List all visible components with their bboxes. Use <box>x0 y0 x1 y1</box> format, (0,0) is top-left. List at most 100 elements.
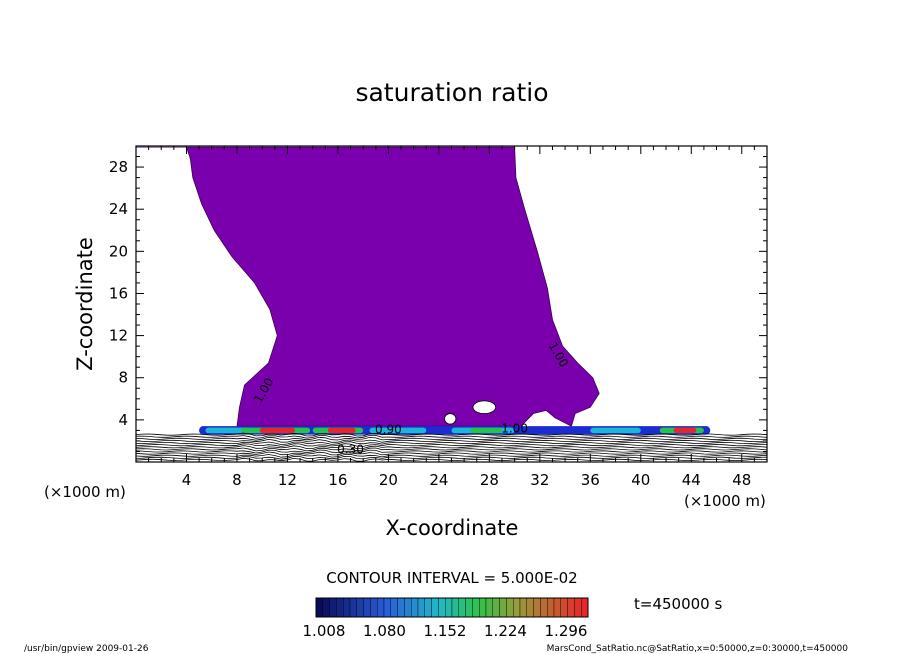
y-tick-label-20: 20 <box>109 242 128 260</box>
surface-contour-4 <box>136 441 767 446</box>
contour-interval-text: CONTOUR INTERVAL = 5.000E-02 <box>326 569 577 587</box>
y-axis-ticks: 4 8 12 16 20 24 28 <box>109 156 767 452</box>
surface-contour-6 <box>136 445 767 450</box>
plume-holes <box>444 400 497 425</box>
colorbar-cell-24 <box>479 597 487 618</box>
x-tick-label-44: 44 <box>682 471 701 489</box>
colorbar-cell-1 <box>322 597 330 618</box>
x-tick-label-20: 20 <box>379 471 398 489</box>
colorbar-cell-25 <box>485 597 494 618</box>
x-tick-label-40: 40 <box>631 471 650 489</box>
y-axis-label: Z-coordinate <box>73 237 97 371</box>
colorbar-cell-32 <box>533 597 541 618</box>
colorbar-cell-26 <box>492 597 500 618</box>
surface-contour-5 <box>136 443 767 447</box>
y-tick-label-8: 8 <box>118 369 128 387</box>
colorbar-cell-18 <box>438 597 446 618</box>
colorbar-cell-12 <box>397 597 405 618</box>
colorbar-cell-3 <box>336 597 344 618</box>
y-tick-label-16: 16 <box>109 284 128 302</box>
plume-region <box>136 146 600 427</box>
band-blob-7 <box>470 427 502 434</box>
surface-contour-0 <box>136 432 767 437</box>
x-tick-label-8: 8 <box>232 471 242 489</box>
colorbar-label-1: 1.080 <box>363 622 406 640</box>
colorbar-cell-19 <box>445 597 453 618</box>
colorbar-cell-37 <box>567 597 575 618</box>
colorbar-cell-0 <box>315 597 324 618</box>
colorbar-label-4: 1.296 <box>545 622 588 640</box>
y-tick-label-4: 4 <box>118 411 128 429</box>
surface-contour-9 <box>136 451 767 456</box>
chart-title: saturation ratio <box>355 78 548 107</box>
colorbar-cell-5 <box>349 597 358 618</box>
surface-contour-3 <box>136 438 767 443</box>
x-tick-label-36: 36 <box>581 471 600 489</box>
x-axis-ticks: 4 8 12 16 20 24 28 32 36 40 44 48 <box>148 146 755 489</box>
colorbar-cell-7 <box>363 597 371 618</box>
band-blob-0 <box>205 427 250 434</box>
colorbar-cell-39 <box>581 597 589 618</box>
colorbar <box>315 597 589 618</box>
colorbar-cell-14 <box>411 597 419 618</box>
colorbar-cell-27 <box>499 597 507 618</box>
x-tick-label-48: 48 <box>732 471 751 489</box>
y-tick-label-12: 12 <box>109 327 128 345</box>
colorbar-cell-16 <box>424 597 432 618</box>
surface-contour-lines <box>136 432 767 462</box>
colorbar-label-3: 1.224 <box>484 622 527 640</box>
surface-contour-10 <box>136 453 767 458</box>
band-blob-5 <box>369 427 427 434</box>
colorbar-frame <box>315 597 589 618</box>
plot-area: 1.001.001.000.900.30 <box>136 146 767 462</box>
near-surface-band <box>199 426 711 435</box>
band-blob-10 <box>673 427 697 434</box>
colorbar-cell-28 <box>506 597 514 618</box>
colorbar-cell-9 <box>377 597 385 618</box>
colorbar-cell-35 <box>553 597 562 618</box>
x-tick-label-16: 16 <box>328 471 347 489</box>
footer-right: MarsCond_SatRatio.nc@SatRatio,x=0:50000,… <box>547 644 849 654</box>
surface-contour-1 <box>136 435 767 439</box>
colorbar-cell-6 <box>356 597 364 618</box>
contour-label-4: 0.30 <box>337 443 364 457</box>
surface-contour-7 <box>136 447 767 452</box>
x-unit-note-right: (×1000 m) <box>684 492 766 510</box>
colorbar-cell-33 <box>540 597 548 618</box>
colorbar-cell-4 <box>343 597 351 618</box>
contour-label-2: 1.00 <box>501 422 528 436</box>
colorbar-cell-30 <box>519 597 528 618</box>
colorbar-cell-11 <box>390 597 398 618</box>
colorbar-label-2: 1.152 <box>424 622 467 640</box>
x-tick-label-28: 28 <box>480 471 499 489</box>
colorbar-cell-34 <box>547 597 555 618</box>
colorbar-cell-2 <box>329 597 337 618</box>
y-tick-label-24: 24 <box>109 200 128 218</box>
colorbar-cell-20 <box>451 597 460 618</box>
band-blob-2 <box>259 427 296 434</box>
colorbar-tick-labels: 1.008 1.080 1.152 1.224 1.296 <box>303 622 588 640</box>
time-text: t=450000 s <box>634 595 722 613</box>
colorbar-cell-22 <box>465 597 473 618</box>
surface-contour-2 <box>136 436 767 441</box>
colorbar-cell-38 <box>574 597 582 618</box>
x-tick-label-32: 32 <box>530 471 549 489</box>
colorbar-cell-13 <box>404 597 412 618</box>
colorbar-cell-17 <box>431 597 439 618</box>
surface-contour-8 <box>136 449 767 454</box>
plume-hole-1 <box>444 413 457 425</box>
x-tick-label-24: 24 <box>429 471 448 489</box>
x-unit-note-left: (×1000 m) <box>44 483 126 501</box>
plume-hole-0 <box>472 400 497 414</box>
colorbar-cell-15 <box>417 597 426 618</box>
colorbar-cell-36 <box>560 597 568 618</box>
colorbar-cell-21 <box>458 597 466 618</box>
y-tick-label-28: 28 <box>109 158 128 176</box>
colorbar-label-0: 1.008 <box>303 622 346 640</box>
colorbar-cell-10 <box>383 597 392 618</box>
x-tick-label-12: 12 <box>278 471 297 489</box>
contour-label-3: 0.90 <box>375 423 402 437</box>
colorbar-cell-23 <box>472 597 480 618</box>
colorbar-cell-8 <box>370 597 378 618</box>
